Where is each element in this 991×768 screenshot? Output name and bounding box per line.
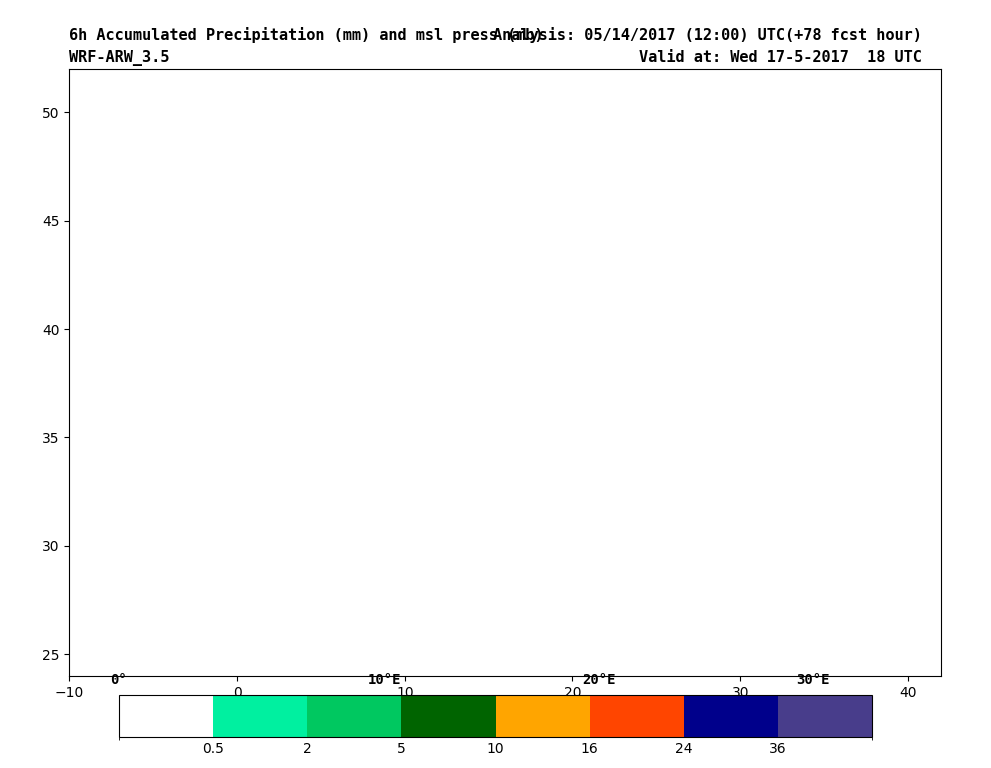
Text: 10°E: 10°E (368, 674, 400, 687)
Text: Analysis: 05/14/2017 (12:00) UTC(+78 fcst hour): Analysis: 05/14/2017 (12:00) UTC(+78 fcs… (493, 27, 922, 43)
Text: 0°: 0° (111, 674, 127, 687)
Text: Valid at: Wed 17-5-2017  18 UTC: Valid at: Wed 17-5-2017 18 UTC (639, 50, 922, 65)
Text: WRF-ARW_3.5: WRF-ARW_3.5 (69, 50, 169, 66)
Text: 20°E: 20°E (583, 674, 616, 687)
Text: 30°E: 30°E (797, 674, 830, 687)
Text: 6h Accumulated Precipitation (mm) and msl press (mb): 6h Accumulated Precipitation (mm) and ms… (69, 27, 544, 43)
